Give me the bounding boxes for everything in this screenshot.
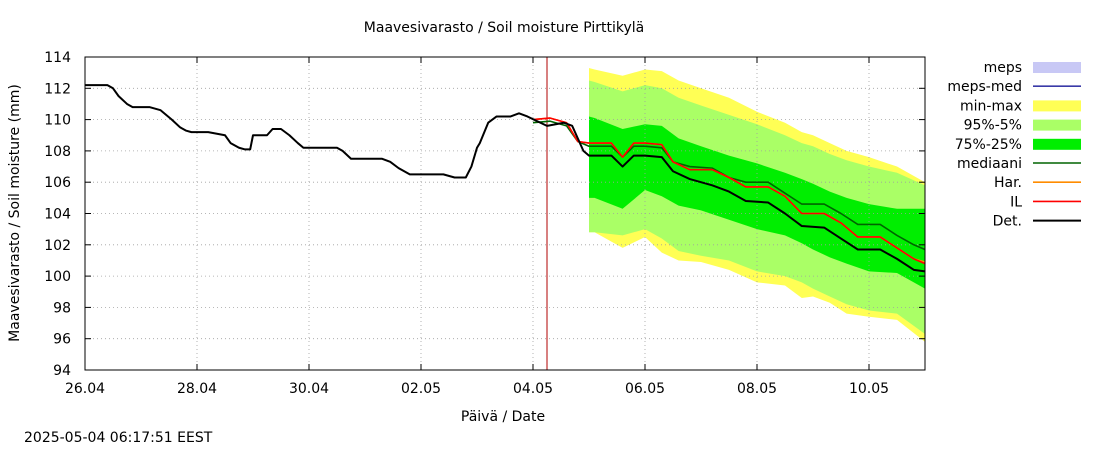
line-il bbox=[532, 117, 926, 265]
x-tick-label: 30.04 bbox=[289, 381, 329, 397]
legend-label: Har. bbox=[994, 175, 1022, 191]
legend-label: mediaani bbox=[957, 156, 1022, 172]
legend-label: meps bbox=[984, 60, 1022, 76]
chart-title: Maavesivarasto / Soil moisture Pirttikyl… bbox=[364, 20, 644, 36]
y-tick-label: 100 bbox=[44, 269, 71, 285]
legend-label: meps-med bbox=[947, 79, 1022, 95]
y-tick-label: 104 bbox=[44, 207, 71, 223]
x-axis-label: Päivä / Date bbox=[461, 409, 545, 425]
grid-lines bbox=[85, 57, 925, 370]
x-tick-label: 26.04 bbox=[65, 381, 105, 397]
legend-swatch bbox=[1033, 100, 1081, 112]
x-tick-label: 04.05 bbox=[513, 381, 553, 397]
legend-label: Det. bbox=[993, 214, 1022, 230]
legend-swatch bbox=[1033, 138, 1081, 150]
y-tick-label: 110 bbox=[44, 113, 71, 129]
series-lines bbox=[85, 84, 926, 273]
y-tick-label: 96 bbox=[53, 332, 71, 348]
legend-swatch bbox=[1033, 62, 1081, 73]
x-tick-label: 10.05 bbox=[849, 381, 889, 397]
legend: meps meps-med min-max 95%-5% 75%-25% mediaani… bbox=[947, 60, 1081, 230]
y-tick-label: 108 bbox=[44, 144, 71, 160]
x-tick-label: 28.04 bbox=[177, 381, 217, 397]
y-tick-label: 114 bbox=[44, 50, 71, 66]
line-mediaani bbox=[532, 120, 926, 251]
x-tick-label: 02.05 bbox=[401, 381, 441, 397]
x-axis-ticks: 26.04 28.04 30.04 02.05 04.05 06.05 08.05 10.05 bbox=[65, 57, 889, 397]
line-det- bbox=[85, 84, 926, 273]
y-axis-ticks: 94 96 98 100 102 104 106 108 110 112 114 bbox=[44, 50, 925, 379]
legend-label: 75%-25% bbox=[955, 137, 1022, 153]
y-tick-label: 112 bbox=[44, 81, 71, 97]
y-tick-label: 102 bbox=[44, 238, 71, 254]
y-tick-label: 98 bbox=[53, 300, 71, 316]
legend-label: 95%-5% bbox=[964, 118, 1022, 134]
legend-swatch bbox=[1033, 119, 1081, 131]
timestamp: 2025-05-04 06:17:51 EEST bbox=[24, 430, 213, 446]
legend-label: min-max bbox=[960, 98, 1022, 114]
y-tick-label: 106 bbox=[44, 175, 71, 191]
y-tick-label: 94 bbox=[53, 363, 71, 379]
legend-label: IL bbox=[1010, 194, 1022, 210]
x-tick-label: 08.05 bbox=[737, 381, 777, 397]
y-axis-label: Maavesivarasto / Soil moisture (mm) bbox=[7, 84, 23, 342]
x-tick-label: 06.05 bbox=[625, 381, 665, 397]
